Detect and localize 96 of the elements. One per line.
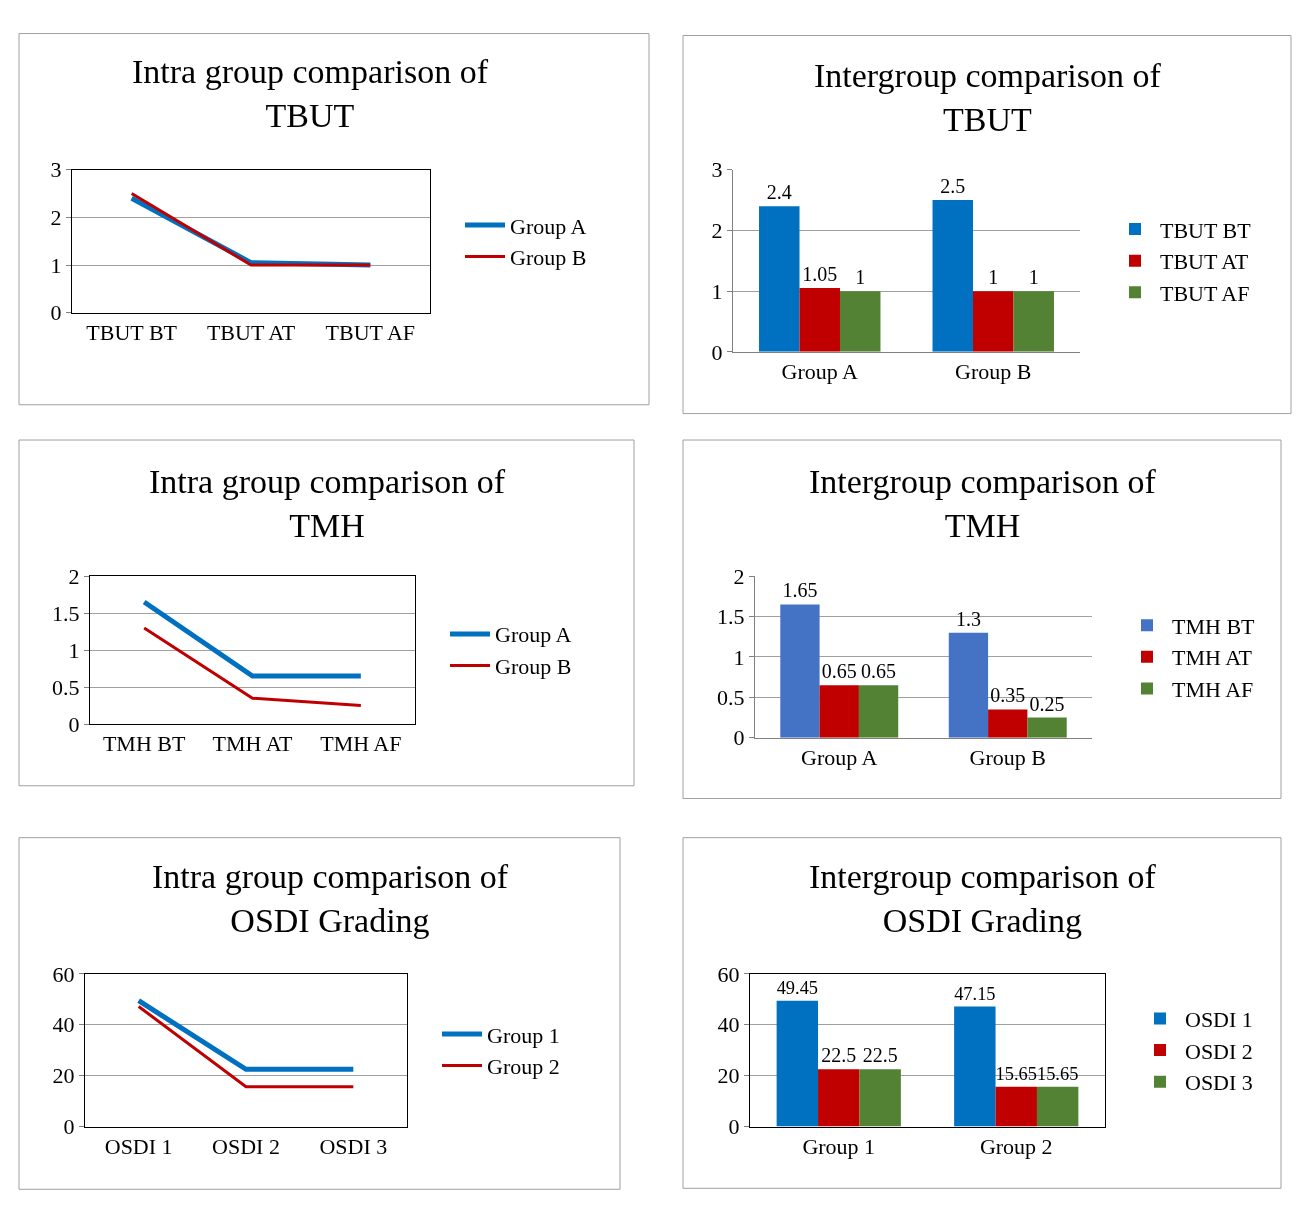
data-label: 1 (1028, 266, 1039, 289)
data-label: 15.65 (1036, 1064, 1079, 1085)
legend-label: OSDI 1 (1185, 1007, 1253, 1033)
data-label: 1 (855, 266, 866, 289)
y-tick-label: 1 (50, 252, 62, 278)
legend-label: TBUT BT (1160, 217, 1252, 243)
bar (839, 291, 881, 352)
chart-title: Intra group comparison of OSDI Grading (152, 858, 509, 940)
chart-title: Intergroup comparison of TBUT (814, 57, 1162, 139)
y-tick-label: 20 (717, 1063, 740, 1089)
x-tick-label: TBUT BT (86, 320, 178, 346)
x-tick-label: TBUT AT (206, 320, 296, 346)
data-label: 47.15 (954, 983, 996, 1004)
chart-title: Intergroup comparison of OSDI Grading (809, 858, 1157, 940)
x-tick-label: TMH AF (320, 731, 402, 757)
y-tick-label: 2 (733, 563, 745, 589)
x-tick-label: TMH BT (102, 731, 186, 757)
legend-label: TMH AF (1172, 677, 1254, 703)
x-tick-label: Group 2 (979, 1134, 1053, 1159)
y-tick-label: 0 (733, 725, 745, 751)
y-tick-label: 2 (68, 563, 80, 589)
bar (1027, 717, 1067, 738)
legend-label: Group 1 (487, 1022, 560, 1048)
y-tick-label: 2 (50, 205, 62, 231)
data-label: 2.4 (766, 181, 792, 204)
y-tick-label: 2 (711, 218, 723, 244)
bar (1036, 1086, 1079, 1127)
x-tick-label: OSDI 2 (212, 1134, 280, 1159)
data-label: 0.65 (821, 660, 857, 683)
y-tick-label: 0 (50, 300, 62, 326)
data-label: 49.45 (776, 978, 819, 998)
y-tick-label: 40 (52, 1012, 75, 1038)
legend-label: Group A (510, 213, 587, 239)
bar (818, 1069, 860, 1127)
bar (858, 685, 899, 738)
legend-label: OSDI 2 (1185, 1038, 1253, 1064)
legend-label: TBUT AT (1160, 249, 1249, 275)
bar (995, 1086, 1037, 1127)
data-label: 0.25 (1029, 692, 1065, 715)
bar (973, 291, 1014, 352)
y-tick-label: 20 (52, 1063, 75, 1089)
x-tick-label: Group A (801, 745, 878, 771)
legend-label: TBUT AF (1160, 280, 1250, 306)
legend-label: Group B (495, 654, 572, 680)
y-tick-label: 40 (717, 1012, 740, 1038)
y-tick-label: 1.5 (52, 600, 80, 626)
y-tick-label: 1 (68, 637, 80, 663)
y-tick-label: 60 (717, 961, 740, 987)
legend-label: Group 2 (487, 1054, 560, 1080)
data-label: 1.05 (802, 263, 838, 286)
data-label: 22.5 (862, 1044, 898, 1067)
chart-title: Intergroup comparison of TMH (809, 463, 1157, 545)
x-tick-label: OSDI 3 (319, 1134, 388, 1159)
y-tick-label: 0 (63, 1114, 75, 1140)
y-tick-label: 1.5 (717, 604, 745, 630)
data-label: 22.5 (821, 1044, 857, 1067)
data-label: 15.65 (995, 1064, 1037, 1085)
bar (819, 685, 859, 738)
bar (988, 709, 1028, 738)
chart-title: Intra group comparison of TBUT (132, 53, 489, 135)
chart-title: Intra group comparison of TMH (149, 463, 506, 545)
legend-label: Group B (510, 245, 587, 271)
y-tick-label: 0 (68, 711, 80, 737)
x-tick-label: Group B (969, 745, 1046, 771)
bar (1013, 291, 1054, 352)
y-tick-label: 3 (50, 157, 62, 183)
legend-label: TMH BT (1172, 613, 1256, 639)
bar (948, 632, 989, 738)
legend-label: Group A (495, 622, 572, 648)
y-tick-label: 0.5 (52, 674, 80, 700)
data-label: 0.65 (861, 660, 897, 683)
x-tick-label: Group 1 (802, 1134, 876, 1159)
data-label: 1.3 (955, 607, 981, 630)
bar (859, 1069, 901, 1127)
y-tick-label: 0.5 (717, 685, 745, 711)
bar (932, 200, 974, 352)
legend-label: TMH AT (1172, 645, 1253, 671)
x-tick-label: TMH AT (212, 731, 294, 757)
x-tick-label: OSDI 1 (104, 1134, 173, 1159)
y-tick-label: 0 (711, 339, 723, 365)
data-label: 0.35 (990, 684, 1026, 707)
y-tick-label: 60 (52, 961, 75, 987)
data-label: 2.5 (940, 175, 966, 198)
data-label: 1.65 (782, 579, 818, 602)
y-tick-label: 1 (711, 278, 723, 304)
bar (799, 288, 840, 352)
y-tick-label: 3 (711, 157, 723, 183)
data-label: 1 (988, 266, 999, 289)
bar (954, 1006, 996, 1127)
y-tick-label: 0 (728, 1114, 740, 1140)
y-tick-label: 1 (733, 644, 745, 670)
bar (776, 1000, 819, 1127)
bar (759, 206, 800, 352)
legend-label: OSDI 3 (1185, 1070, 1253, 1096)
bar (780, 604, 820, 738)
x-tick-label: TBUT AF (325, 320, 416, 346)
